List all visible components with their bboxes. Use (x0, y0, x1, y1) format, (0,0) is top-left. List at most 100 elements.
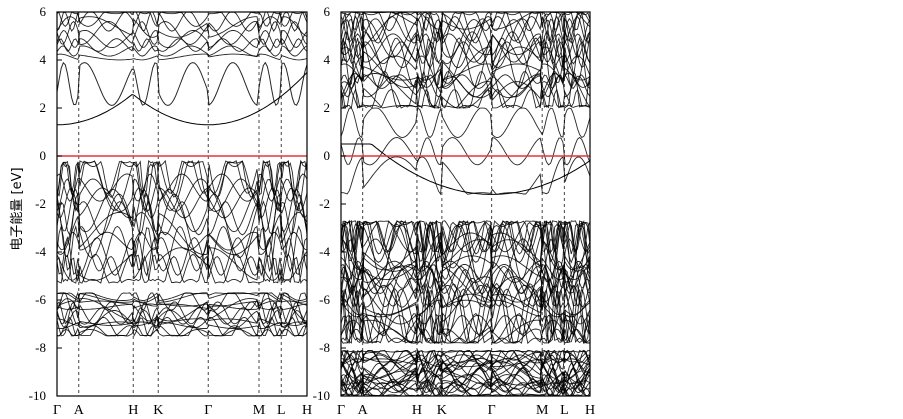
band-line (341, 12, 590, 45)
y-tick-label: -6 (35, 292, 46, 307)
y-tick-label: -8 (319, 340, 330, 355)
band-line (57, 160, 307, 196)
band-line (341, 370, 590, 386)
band-line (341, 299, 590, 318)
band-line (57, 45, 307, 57)
band-line (57, 20, 307, 46)
band-line (341, 222, 590, 264)
y-tick-label: -10 (29, 388, 46, 403)
y-tick-label: -4 (319, 244, 330, 259)
band-line (57, 12, 307, 28)
x-tick-label: H (585, 403, 595, 418)
impurity-band (341, 143, 590, 195)
band-line (341, 382, 590, 393)
x-tick-label: K (153, 403, 163, 418)
band-line (341, 219, 590, 254)
band-line (57, 37, 307, 53)
band-line (341, 282, 590, 344)
band-line (57, 306, 307, 325)
band-line (57, 247, 307, 281)
band-line (341, 287, 590, 338)
band-line (57, 254, 307, 284)
x-tick-label: H (412, 403, 422, 418)
x-tick-label: A (358, 403, 369, 418)
y-tick-label: -2 (35, 196, 46, 211)
x-tick-label: L (560, 403, 569, 418)
band-line (341, 287, 590, 345)
band-line (341, 15, 590, 42)
band-line (341, 220, 590, 255)
band-line (341, 293, 590, 316)
band-line (341, 63, 590, 81)
band-line (57, 53, 307, 61)
band-line (341, 358, 590, 368)
x-tick-label: M (536, 403, 549, 418)
y-tick-label: -2 (319, 196, 330, 211)
band-line (341, 70, 590, 110)
band-line (341, 107, 590, 139)
y-tick-label: 2 (40, 100, 47, 115)
y-tick-label: -4 (35, 244, 46, 259)
band-line (341, 349, 590, 361)
band-line (57, 224, 307, 273)
y-tick-label: -8 (35, 340, 46, 355)
band-line (341, 55, 590, 99)
band-line (341, 351, 590, 378)
band-line (57, 29, 307, 49)
band-line (57, 298, 307, 322)
band-line (341, 357, 590, 383)
x-tick-label: A (74, 403, 85, 418)
x-tick-label: Γ (53, 403, 61, 418)
band-line (341, 232, 590, 271)
band-line (57, 236, 307, 277)
band-line (57, 292, 307, 303)
band-line (57, 309, 307, 329)
x-tick-label: L (277, 403, 286, 418)
y-tick-label: 0 (40, 148, 47, 163)
band-line (57, 318, 307, 326)
x-tick-label: H (302, 403, 312, 418)
y-tick-label: 4 (324, 52, 331, 67)
y-tick-label: 0 (324, 148, 331, 163)
x-tick-label: M (253, 403, 266, 418)
band-line (57, 173, 307, 202)
y-tick-label: 6 (40, 4, 47, 19)
band-line (57, 61, 307, 107)
band-line (57, 211, 307, 255)
y-axis-label: 电子能量 [eV] (10, 167, 25, 250)
band-line (57, 303, 307, 310)
x-tick-label: Γ (488, 403, 496, 418)
band-line (341, 220, 590, 253)
y-tick-label: 6 (324, 4, 331, 19)
band-line (341, 33, 590, 64)
band-line (341, 263, 590, 288)
x-tick-label: H (128, 403, 138, 418)
x-tick-label: K (437, 403, 447, 418)
band-line (57, 300, 307, 307)
band-line (341, 381, 590, 390)
band-line (341, 367, 590, 393)
band-line (57, 188, 307, 233)
x-tick-label: Γ (337, 403, 345, 418)
band-line (341, 224, 590, 295)
y-tick-label: 2 (324, 100, 331, 115)
band-line (341, 349, 590, 363)
band-line (341, 284, 590, 309)
band-line (341, 311, 590, 345)
band-line (341, 12, 590, 32)
band-line (341, 17, 590, 69)
band-line (57, 292, 307, 301)
y-tick-label: -10 (313, 388, 330, 403)
conduction-band (57, 72, 307, 126)
band-line (341, 314, 590, 344)
x-tick-label: Γ (204, 403, 212, 418)
band-line (341, 156, 590, 196)
band-line (57, 253, 307, 284)
band-line (341, 354, 590, 364)
band-line (57, 187, 307, 219)
band-line (57, 301, 307, 325)
band-line (341, 12, 590, 56)
